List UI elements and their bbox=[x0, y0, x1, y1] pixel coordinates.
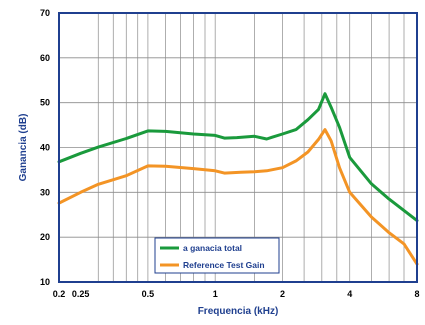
series-line-0 bbox=[57, 92, 419, 223]
tick-layer: 10 20 30 40 50 60 70 0.2 0.25 0.5 1 2 4 8 bbox=[40, 8, 420, 299]
legend: a ganacia total Reference Test Gain bbox=[154, 237, 280, 274]
x-tick-label: 1 bbox=[213, 289, 218, 299]
x-tick-label: 4 bbox=[347, 289, 352, 299]
series-layer bbox=[57, 92, 419, 266]
legend-label-reference-test-gain: Reference Test Gain bbox=[183, 260, 265, 270]
series-line-1 bbox=[57, 128, 419, 266]
x-axis-title: Frequencia (kHz) bbox=[198, 306, 279, 317]
x-tick-label: 0.25 bbox=[72, 289, 90, 299]
y-tick-label: 60 bbox=[40, 53, 50, 63]
grid-layer bbox=[59, 13, 417, 282]
y-tick-label: 40 bbox=[40, 143, 50, 153]
y-tick-label: 10 bbox=[40, 277, 50, 287]
x-tick-label: 0.2 bbox=[53, 289, 66, 299]
x-tick-label: 0.5 bbox=[142, 289, 155, 299]
legend-box bbox=[154, 237, 280, 274]
y-tick-label: 30 bbox=[40, 187, 50, 197]
plot-frame bbox=[58, 12, 418, 283]
x-tick-label: 2 bbox=[280, 289, 285, 299]
legend-label-total-gain: a ganacia total bbox=[183, 243, 242, 253]
y-tick-label: 70 bbox=[40, 8, 50, 18]
y-tick-label: 20 bbox=[40, 232, 50, 242]
y-tick-label: 50 bbox=[40, 98, 50, 108]
y-axis-title: Ganancia (dB) bbox=[18, 114, 29, 182]
x-tick-label: 8 bbox=[414, 289, 419, 299]
